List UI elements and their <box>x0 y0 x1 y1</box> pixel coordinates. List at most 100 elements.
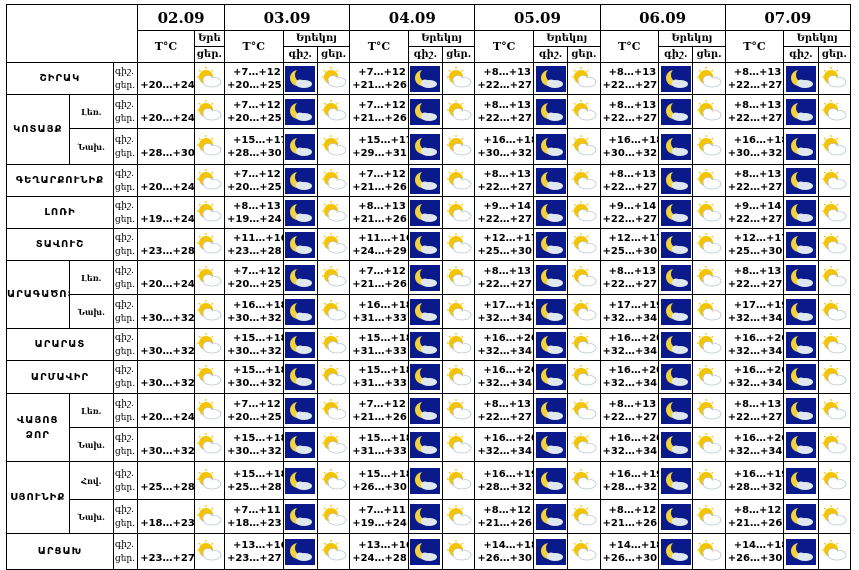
table-row: ԼՈՌԻ գիշ. ցեր. +19…+24 +8…+13 +19…+24 +8…+13 +2… <box>6 196 852 229</box>
temperature-cell: +9…+14 +22…+27 <box>599 196 660 229</box>
sun-cloud-icon <box>442 499 476 534</box>
night-temp: +16…+20 <box>733 432 784 444</box>
temperature-cell: +8…+13 +22…+27 <box>474 62 534 95</box>
sun-cloud-icon <box>316 164 351 197</box>
table-row: ԱՐԱԳԱԾՈՏՆԼեռ.գիշ.ցեր.+20…+24+7…+12+20…+2… <box>6 260 852 329</box>
temperature-cell: +7…+12 +20…+25 <box>224 62 284 95</box>
night-temp: +8…+13 <box>733 398 782 410</box>
temp-unit-header: T°C <box>474 30 534 63</box>
night-temp: +16…+20 <box>483 332 534 344</box>
moon-cloud-icon <box>282 228 318 261</box>
night-temp: +7…+12 <box>233 168 281 180</box>
moon-cloud-icon <box>783 461 819 500</box>
night-temp: +8…+13 <box>608 265 657 277</box>
day-temp: +20…+25 <box>227 112 282 124</box>
time-of-day-labels: գիշ. ցեր. <box>112 128 139 165</box>
sun-cloud-icon <box>193 461 226 500</box>
day-temp: +23…+27 <box>140 552 195 564</box>
day-temp: +21…+26 <box>352 181 407 193</box>
night-temp: +7…+12 <box>358 66 406 78</box>
time-of-day-labels: գիշ. ցեր. <box>112 294 139 329</box>
time-of-day-labels: գիշ. ցեր. <box>112 94 139 129</box>
day-header: ցեր. <box>817 46 852 63</box>
sun-cloud-icon <box>442 128 476 165</box>
sun-cloud-icon <box>193 164 226 197</box>
moon-cloud-icon <box>532 533 569 570</box>
temperature-cell: +16…+20 +32…+34 <box>724 360 785 394</box>
day-temp: +32…+34 <box>602 378 658 389</box>
night-temp: +11…+16 <box>233 232 284 244</box>
day-temp: +21…+26 <box>727 517 783 529</box>
temperature-cell: +8…+13 +22…+27 <box>724 62 785 95</box>
sun-cloud-icon <box>817 228 852 261</box>
night-label: գիշ. <box>114 134 134 145</box>
date-header: 03.09 <box>224 4 351 31</box>
night-label: գիշ. <box>114 200 134 211</box>
night-label: գիշ. <box>114 365 134 375</box>
day-temp: +26…+30 <box>477 552 532 564</box>
sun-cloud-icon <box>442 328 476 361</box>
temperature-cell: +8…+12 +21…+26 <box>474 499 534 534</box>
night-label: գիշ. <box>114 99 134 110</box>
moon-cloud-icon <box>407 260 444 295</box>
day-label: ցեր. <box>114 553 136 564</box>
sun-cloud-icon <box>567 393 601 428</box>
sun-cloud-icon <box>316 62 351 95</box>
day-label: ցեր. <box>114 518 136 529</box>
sun-cloud-icon <box>817 294 852 329</box>
night-temp: +13…+16 <box>233 539 284 551</box>
temperature-cell: +8…+13 +22…+27 <box>599 260 660 295</box>
period-header: Երեկոյ <box>658 30 726 47</box>
night-temp: +8…+13 <box>483 265 531 277</box>
temperature-cell: +14…+18 +26…+30 <box>724 533 785 570</box>
day-temp: +22…+27 <box>727 112 783 124</box>
region-name: ՍՅՈՒՆԻՔ <box>6 461 70 534</box>
sun-cloud-icon <box>567 328 601 361</box>
day-temp: +22…+27 <box>727 79 783 91</box>
temperature-cell: +14…+18 +26…+30 <box>599 533 660 570</box>
sun-cloud-icon <box>692 461 726 500</box>
night-label: գիշ. <box>114 539 134 550</box>
temperature-cell: +12…+17 +25…+30 <box>599 228 660 261</box>
night-label: գիշ. <box>114 168 134 179</box>
temperature-cell: +16…+19 +28…+32 <box>474 461 534 500</box>
moon-cloud-icon <box>532 328 569 361</box>
table-row: Նախ. գիշ. ցեր. +18…+23 +7…+11 +18…+23 +7…+11 +1… <box>7 499 852 534</box>
night-temp: +8…+13 <box>483 99 531 111</box>
temperature-cell: +16…+20 +32…+34 <box>474 328 534 361</box>
region-name: ԱՐԱՐԱՏ <box>6 328 114 361</box>
night-temp: +8…+13 <box>733 265 782 277</box>
date-header: 05.09 <box>474 4 601 31</box>
time-of-day-labels: գիշ. ցեր. <box>112 427 139 462</box>
moon-cloud-icon <box>658 62 694 95</box>
temperature-cell: +15…+17 +29…+31 <box>349 128 409 165</box>
temperature-cell: +16…+18 +30…+32 <box>224 294 284 329</box>
day-label: ցեր. <box>114 246 136 257</box>
sun-cloud-icon <box>817 128 852 165</box>
day-temp: +23…+27 <box>227 552 282 564</box>
period-header: Երեկոյ <box>532 30 601 47</box>
temperature-cell: +16…+20 +32…+34 <box>724 427 785 462</box>
night-temp: +9…+14 <box>483 200 531 212</box>
moon-cloud-icon <box>783 128 819 165</box>
day-temp: +20…+24 <box>140 181 195 193</box>
night-temp: +16…+20 <box>608 432 659 444</box>
night-temp: +14…+18 <box>733 539 784 551</box>
temperature-cell: +7…+12 +21…+26 <box>349 62 409 95</box>
sun-cloud-icon <box>817 393 852 428</box>
sun-cloud-icon <box>442 461 476 500</box>
night-temp: +15…+18 <box>358 432 409 444</box>
temperature-cell: +8…+13 +22…+27 <box>724 393 785 428</box>
moon-cloud-icon <box>783 228 819 261</box>
table-row: ԱՐԱՐԱՏ գիշ. ցեր. +30…+32 +15…+18 +30…+32 +15…+… <box>6 328 852 361</box>
temperature-cell: +16…+20 +32…+34 <box>599 427 660 462</box>
night-temp: +16…+20 <box>608 365 659 376</box>
night-temp: +16…+20 <box>608 332 659 344</box>
region-name: ԿՈՏԱՅՔ <box>6 94 70 165</box>
night-temp: +14…+18 <box>608 539 659 551</box>
night-label: գիշ. <box>114 232 134 243</box>
date-header: 06.09 <box>599 4 726 31</box>
day-temp: +21…+26 <box>602 517 658 529</box>
temperature-cell: +30…+32 <box>137 427 195 462</box>
table-row: ՍՅՈՒՆԻՔ Հով. գիշ. ցեր. +25…+28 +15…+18 +25…+28… <box>6 461 852 534</box>
